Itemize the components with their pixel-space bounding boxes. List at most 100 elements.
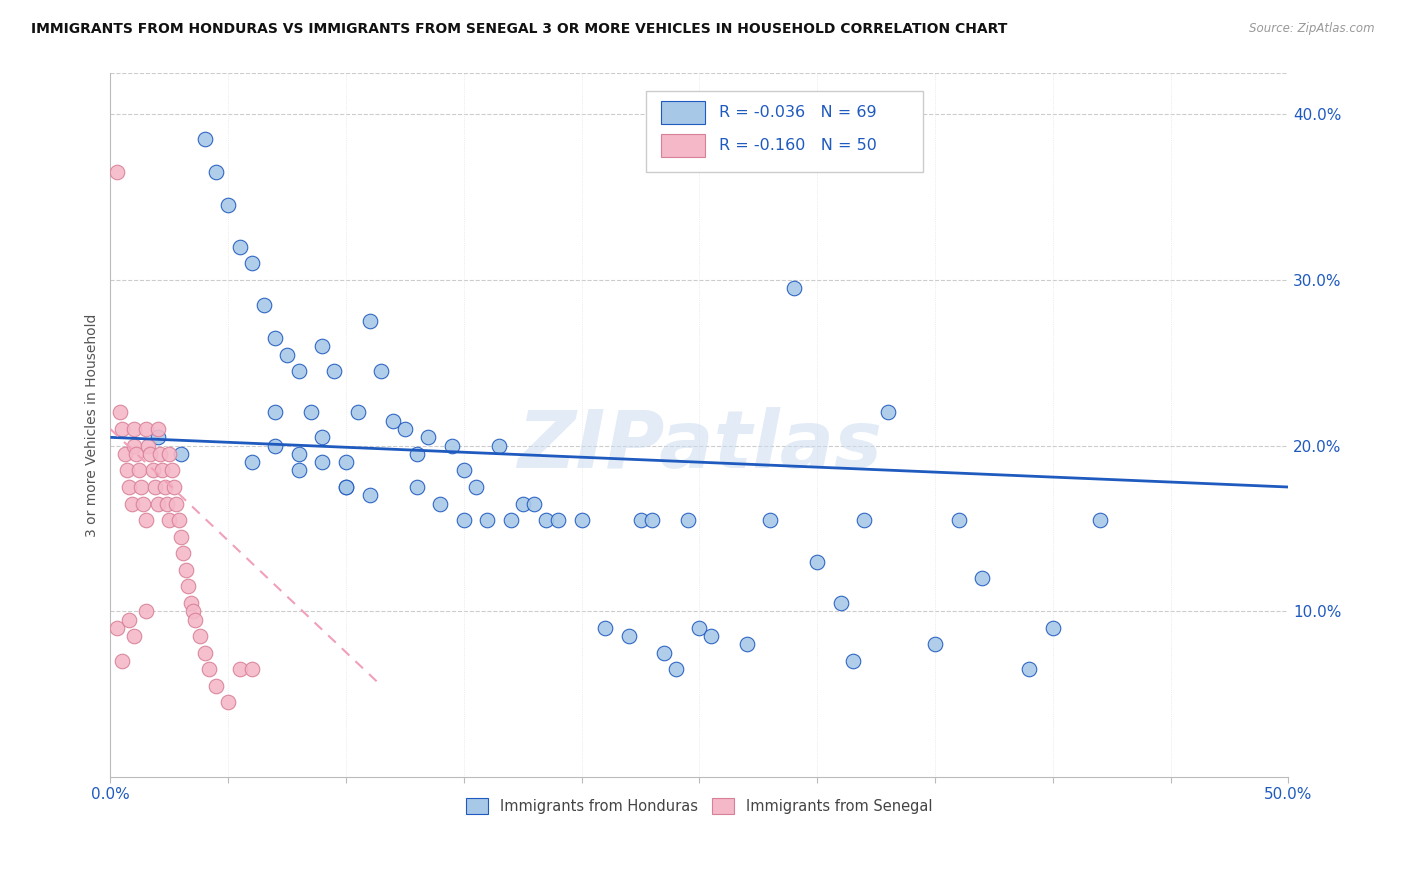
Point (114, 447, 136, 461)
Point (125, 447, 148, 461)
Point (359, 314, 381, 328)
Point (370, 364, 392, 378)
Point (288, 447, 311, 461)
Point (122, 422, 145, 436)
Point (488, 439, 510, 453)
Point (188, 629, 211, 643)
Point (418, 430, 440, 444)
Point (782, 281, 804, 295)
Point (115, 463, 138, 477)
Point (149, 447, 172, 461)
Point (630, 513, 652, 527)
Point (181, 604, 204, 618)
Point (841, 654, 863, 668)
Point (172, 546, 194, 560)
Point (167, 513, 190, 527)
Point (180, 596, 202, 610)
Point (453, 463, 475, 477)
Point (264, 405, 287, 419)
Point (299, 405, 322, 419)
Point (170, 447, 193, 461)
Point (523, 497, 546, 511)
Point (252, 298, 274, 312)
Point (128, 463, 150, 477)
Point (464, 480, 486, 494)
Point (853, 513, 876, 527)
Point (311, 430, 333, 444)
Point (240, 455, 263, 469)
Point (229, 240, 252, 254)
Point (335, 480, 357, 494)
Point (150, 463, 173, 477)
Point (652, 646, 675, 660)
Point (264, 439, 287, 453)
Point (122, 439, 145, 453)
Point (617, 629, 640, 643)
Point (135, 513, 157, 527)
Point (382, 414, 405, 428)
Point (157, 447, 180, 461)
Point (453, 513, 475, 527)
Point (240, 256, 263, 270)
Point (156, 497, 179, 511)
Point (146, 430, 169, 444)
Point (146, 422, 169, 436)
Point (1018, 662, 1040, 676)
Point (122, 629, 145, 643)
Point (129, 480, 152, 494)
Point (198, 662, 221, 676)
Point (107, 621, 129, 635)
Point (676, 513, 699, 527)
Point (121, 497, 143, 511)
Point (174, 563, 197, 577)
Point (429, 497, 451, 511)
Point (641, 513, 664, 527)
Point (1042, 621, 1064, 635)
Point (135, 604, 157, 618)
Point (111, 654, 134, 668)
Point (143, 480, 166, 494)
Point (170, 530, 193, 544)
Text: IMMIGRANTS FROM HONDURAS VS IMMIGRANTS FROM SENEGAL 3 OR MORE VEHICLES IN HOUSEH: IMMIGRANTS FROM HONDURAS VS IMMIGRANTS F… (31, 22, 1007, 37)
Point (157, 513, 180, 527)
Point (477, 513, 499, 527)
Point (118, 613, 141, 627)
Point (118, 480, 141, 494)
Point (394, 422, 416, 436)
Y-axis label: 3 or more Vehicles in Household: 3 or more Vehicles in Household (86, 313, 100, 537)
Point (924, 637, 946, 651)
Point (830, 596, 852, 610)
Point (146, 497, 169, 511)
Point (311, 455, 333, 469)
Point (512, 497, 534, 511)
Point (288, 463, 311, 477)
Point (536, 513, 558, 527)
Point (229, 662, 252, 676)
Text: ZIPatlas: ZIPatlas (517, 407, 882, 485)
Point (359, 488, 381, 502)
Point (264, 331, 287, 345)
Point (1088, 513, 1111, 527)
Point (405, 447, 427, 461)
FancyBboxPatch shape (647, 91, 924, 171)
Point (547, 513, 569, 527)
Point (240, 662, 263, 676)
Legend: Immigrants from Honduras, Immigrants from Senegal: Immigrants from Honduras, Immigrants fro… (461, 792, 938, 821)
Point (571, 513, 593, 527)
Point (136, 439, 159, 453)
Point (335, 455, 357, 469)
Point (184, 613, 207, 627)
Point (153, 480, 176, 494)
Point (139, 447, 162, 461)
FancyBboxPatch shape (661, 101, 706, 124)
Point (735, 637, 758, 651)
Point (132, 497, 155, 511)
Point (499, 513, 522, 527)
Point (948, 513, 970, 527)
Point (665, 662, 688, 676)
Point (111, 422, 134, 436)
Point (217, 695, 239, 709)
Point (163, 480, 186, 494)
Point (688, 621, 710, 635)
Point (276, 347, 298, 361)
